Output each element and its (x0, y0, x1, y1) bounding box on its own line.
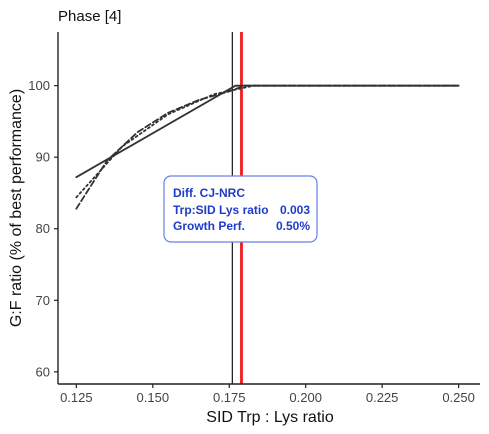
plot-area (75, 32, 460, 384)
annotation-box: Diff. CJ-NRC Trp:SID Lys ratio 0.003 Gro… (163, 175, 318, 243)
y-tick-label: 90 (36, 150, 50, 165)
x-tick-label: 0.125 (60, 390, 93, 405)
annotation-title: Diff. CJ-NRC (173, 186, 245, 200)
y-tick-label: 70 (36, 293, 50, 308)
series-line-solid (75, 84, 460, 179)
series-line-dotted (75, 84, 460, 199)
y-ticks: 60 70 80 90 100 (28, 78, 58, 379)
annotation-row-1-value: 0.003 (280, 203, 310, 217)
series-line-dashed (75, 84, 460, 210)
x-ticks: 0.125 0.150 0.175 0.200 0.225 0.250 (60, 384, 475, 405)
x-tick-label: 0.150 (137, 390, 170, 405)
x-tick-label: 0.225 (366, 390, 399, 405)
annotation-row-2-label: Growth Perf. (173, 219, 245, 233)
annotation-row-2-value: 0.50% (276, 219, 310, 233)
y-tick-label: 100 (28, 78, 50, 93)
chart-title: Phase [4] (58, 8, 121, 25)
y-tick-label: 60 (36, 364, 50, 379)
y-axis-title: G:F ratio (% of best performance) (8, 89, 25, 327)
y-tick-label: 80 (36, 221, 50, 236)
x-tick-label: 0.175 (213, 390, 246, 405)
annotation-box-frame (163, 175, 318, 243)
x-tick-label: 0.250 (442, 390, 475, 405)
x-tick-label: 0.200 (289, 390, 322, 405)
annotation-row-1-label: Trp:SID Lys ratio (173, 203, 269, 217)
x-axis-title: SID Trp : Lys ratio (206, 409, 334, 426)
